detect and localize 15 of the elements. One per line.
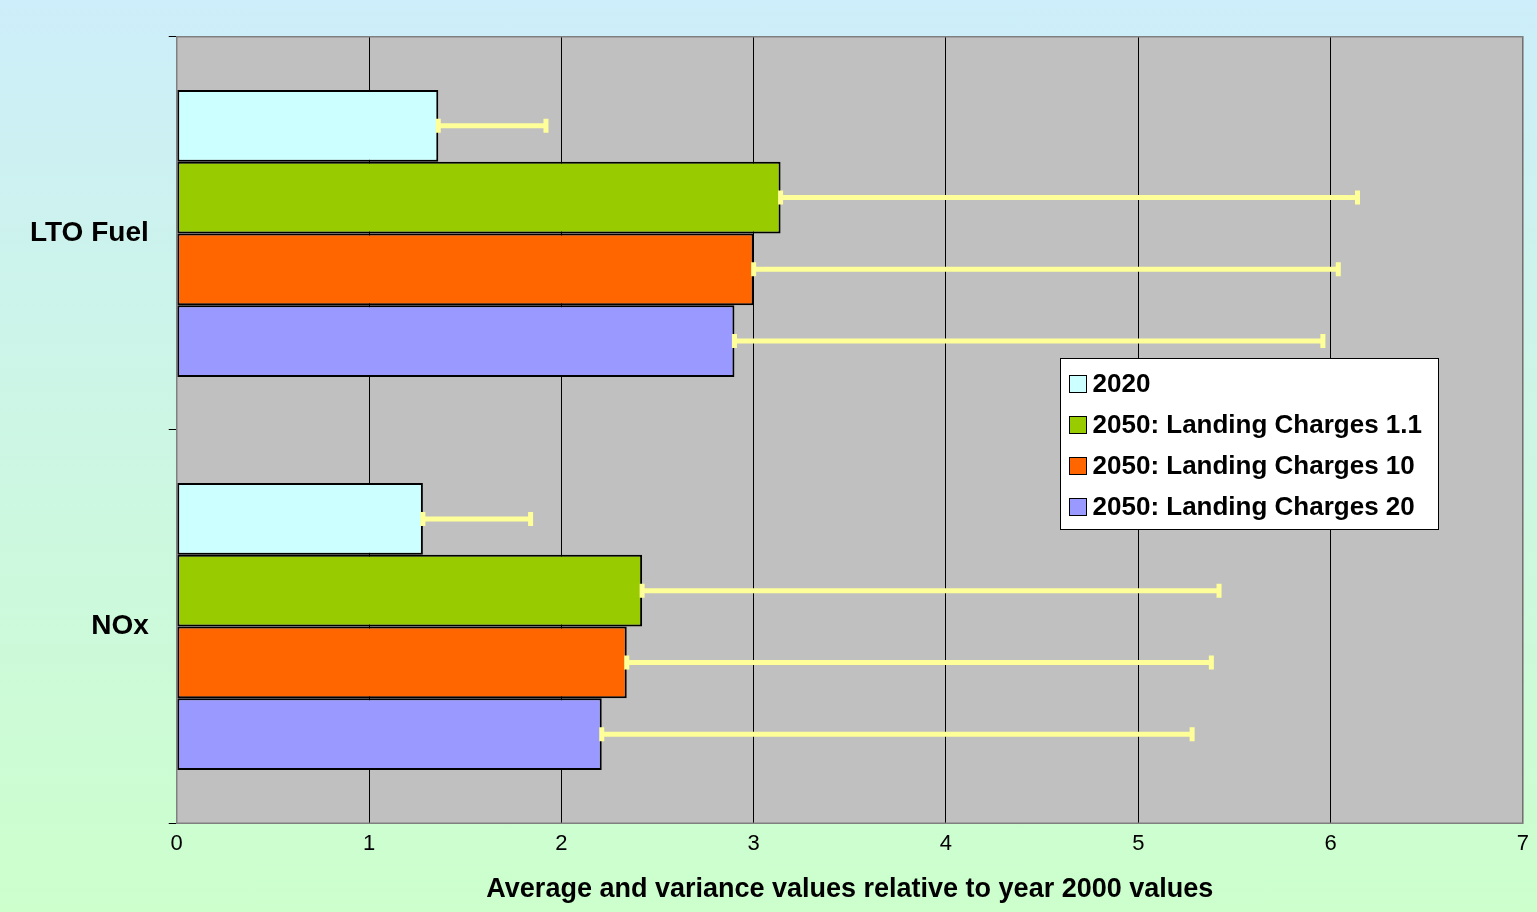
x-tick-label: 2 [555, 830, 568, 856]
x-tick-label: 3 [747, 830, 760, 856]
x-tick-label: 6 [1324, 830, 1337, 856]
x-tick-label: 1 [362, 830, 376, 856]
y-tick-label: LTO Fuel [29, 216, 149, 248]
legend-label: 2050: Landing Charges 10 [1092, 449, 1415, 482]
x-tick-label: 7 [1516, 830, 1530, 856]
legend-label: 2020 [1092, 367, 1151, 400]
legend-label: 2050: Landing Charges 20 [1092, 490, 1415, 523]
y-tick-label: NOx [91, 609, 150, 641]
x-tick-label: 5 [1132, 830, 1145, 856]
x-axis-title: Average and variance values relative to year 2000 values [486, 873, 1214, 904]
legend-label: 2050: Landing Charges 1.1 [1092, 408, 1422, 441]
x-tick-label: 4 [939, 830, 953, 856]
x-tick-label: 0 [170, 830, 183, 856]
